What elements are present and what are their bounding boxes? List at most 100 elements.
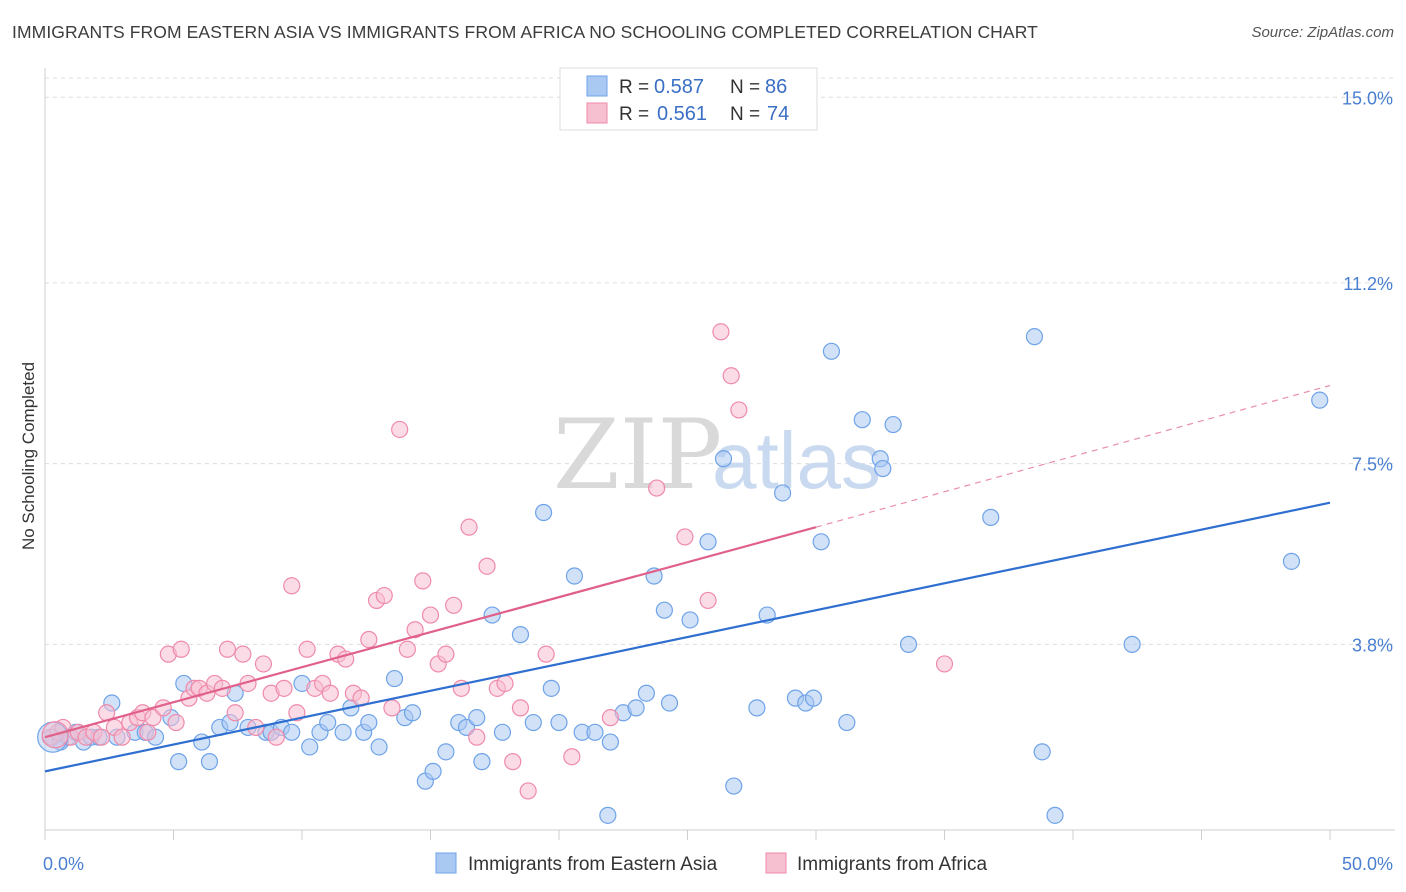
point-s0-86 (1311, 391, 1329, 409)
point-s0-77 (874, 459, 892, 478)
legend-swatch-eastern-asia (586, 75, 608, 97)
point-s0-45 (493, 723, 512, 741)
point-s0-84 (1123, 635, 1141, 653)
point-s0-28 (319, 713, 337, 732)
point-s0-57 (627, 699, 645, 717)
watermark-atlas: atlas (712, 416, 881, 505)
point-s1-18 (167, 713, 185, 732)
y-tick-label-2: 11.2% (1343, 274, 1393, 294)
point-s1-59 (468, 728, 486, 746)
point-s0-48 (534, 503, 553, 522)
point-s0-39 (437, 743, 455, 761)
point-s1-28 (234, 645, 252, 663)
legend-n-label-1: N = (730, 77, 760, 98)
point-s1-19 (172, 640, 190, 658)
point-s0-63 (699, 533, 717, 551)
chart-source: Source: ZipAtlas.com (1251, 24, 1394, 41)
legend-r-label-1: R = (619, 77, 649, 98)
point-s0-62 (681, 611, 699, 629)
point-s0-16 (200, 753, 219, 771)
point-s1-70 (676, 528, 694, 546)
legend-n-label-2: N = (730, 104, 760, 125)
point-s1-62 (496, 674, 514, 693)
legend-bottom: Immigrants from Eastern Asia Immigrants … (435, 852, 987, 875)
point-s1-53 (421, 606, 440, 624)
point-s0-64 (714, 450, 733, 468)
point-s0-32 (360, 713, 378, 732)
y-tick-label-1: 7.5% (1352, 455, 1393, 475)
point-s1-35 (283, 577, 301, 595)
y-tick-label-3: 15.0% (1342, 88, 1393, 108)
point-s0-54 (599, 806, 617, 824)
point-s0-74 (838, 713, 856, 732)
point-s1-14 (139, 723, 157, 741)
bottom-legend-swatch-eastern-asia (435, 852, 457, 874)
y-axis-title: No Schooling Completed (19, 362, 38, 550)
point-s1-66 (537, 645, 555, 663)
point-s0-58 (637, 684, 655, 702)
point-s1-40 (321, 684, 339, 702)
point-s0-65 (725, 777, 743, 795)
legend-r-label-2: R = (619, 104, 649, 125)
legend-n-value-1: 86 (765, 76, 787, 98)
point-s1-50 (398, 640, 416, 658)
point-s1-72 (722, 367, 740, 385)
point-s1-7 (92, 728, 111, 746)
point-s0-55 (601, 733, 620, 751)
legend-top: R = 0.587 N = 86 R = 0.561 N = 74 (559, 67, 818, 131)
point-s0-53 (586, 723, 604, 741)
point-s1-26 (218, 640, 237, 658)
point-s1-67 (563, 748, 581, 766)
gridlines (45, 77, 1395, 645)
point-s0-68 (773, 484, 792, 502)
point-s1-52 (414, 572, 432, 590)
legend-n-value-2: 74 (767, 103, 789, 125)
point-s0-36 (403, 704, 422, 722)
point-s1-73 (730, 401, 748, 419)
point-s0-72 (812, 533, 830, 551)
legend-r-value-1: 0.587 (654, 76, 704, 98)
point-s0-80 (982, 508, 1000, 526)
point-s1-68 (601, 709, 620, 727)
point-s0-51 (565, 567, 584, 585)
point-s0-60 (655, 601, 673, 619)
point-s0-78 (884, 415, 902, 434)
point-s0-73 (822, 342, 841, 360)
axis-labels: 3.8% 7.5% 11.2% 15.0% 0.0% 50.0% (43, 88, 1393, 874)
legend-r-value-2: 0.561 (657, 103, 707, 125)
point-s0-83 (1046, 806, 1064, 824)
point-s1-27 (226, 704, 244, 722)
point-s0-81 (1025, 328, 1044, 346)
point-s0-24 (283, 723, 301, 741)
chart-title: IMMIGRANTS FROM EASTERN ASIA VS IMMIGRAN… (12, 22, 1038, 42)
point-s0-46 (511, 626, 530, 644)
point-s1-58 (460, 518, 478, 536)
point-s1-34 (275, 679, 293, 697)
x-tick-label-1: 50.0% (1342, 854, 1393, 874)
point-s0-75 (853, 411, 871, 429)
point-s0-66 (748, 699, 766, 717)
point-s0-29 (334, 723, 352, 741)
point-s1-10 (113, 728, 131, 746)
x-tick-label-0: 0.0% (43, 854, 84, 874)
point-s1-16 (154, 699, 172, 717)
point-s0-50 (550, 713, 568, 732)
point-s1-48 (383, 699, 401, 717)
point-s1-60 (478, 557, 496, 575)
axes (44, 68, 1395, 840)
point-s1-47 (375, 586, 393, 605)
point-s0-47 (524, 713, 542, 732)
trend-line-0 (44, 501, 1331, 773)
point-s1-69 (648, 479, 666, 497)
point-s0-26 (301, 738, 319, 756)
watermark-zip: ZIP (553, 399, 722, 511)
point-s1-33 (267, 728, 285, 746)
point-s1-45 (360, 630, 378, 649)
point-s0-38 (424, 762, 442, 780)
point-s0-61 (660, 694, 679, 712)
trend-line-1 (44, 526, 817, 739)
point-s1-64 (511, 699, 530, 717)
point-s1-37 (298, 640, 316, 658)
y-tick-label-0: 3.8% (1352, 635, 1393, 655)
